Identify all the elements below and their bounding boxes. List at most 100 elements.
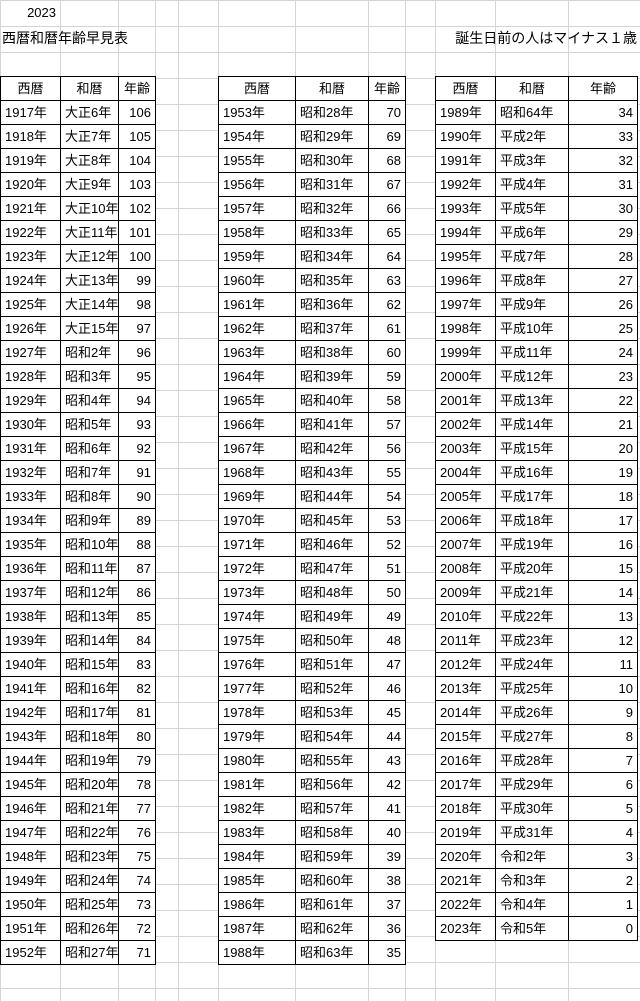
cell-age[interactable]: 35: [368, 940, 406, 965]
cell-age[interactable]: 98: [118, 292, 156, 317]
cell-japanese-era[interactable]: 平成14年: [495, 412, 569, 437]
cell-western-year[interactable]: 1960年: [218, 268, 296, 293]
cell-age[interactable]: 9: [568, 700, 638, 725]
cell-age[interactable]: 72: [118, 916, 156, 941]
cell-western-year[interactable]: 1984年: [218, 844, 296, 869]
cell-western-year[interactable]: 1946年: [0, 796, 61, 821]
cell-japanese-era[interactable]: 平成31年: [495, 820, 569, 845]
cell-japanese-era[interactable]: 昭和52年: [295, 676, 369, 701]
cell-age[interactable]: 15: [568, 556, 638, 581]
cell-japanese-era[interactable]: 昭和40年: [295, 388, 369, 413]
cell-age[interactable]: 10: [568, 676, 638, 701]
cell-japanese-era[interactable]: 昭和47年: [295, 556, 369, 581]
cell-western-year[interactable]: 1959年: [218, 244, 296, 269]
cell-western-year[interactable]: 1925年: [0, 292, 61, 317]
cell-western-year[interactable]: 1955年: [218, 148, 296, 173]
cell-age[interactable]: 17: [568, 508, 638, 533]
cell-age[interactable]: 19: [568, 460, 638, 485]
cell-western-year[interactable]: 2012年: [435, 652, 496, 677]
cell-japanese-era[interactable]: 昭和6年: [60, 436, 119, 461]
cell-age[interactable]: 40: [368, 820, 406, 845]
cell-age[interactable]: 63: [368, 268, 406, 293]
cell-age[interactable]: 5: [568, 796, 638, 821]
cell-age[interactable]: 53: [368, 508, 406, 533]
cell-japanese-era[interactable]: 令和4年: [495, 892, 569, 917]
cell-age[interactable]: 68: [368, 148, 406, 173]
cell-western-year[interactable]: 2023年: [435, 916, 496, 941]
cell-japanese-era[interactable]: 昭和11年: [60, 556, 119, 581]
cell-western-year[interactable]: 1917年: [0, 100, 61, 125]
cell-western-year[interactable]: 2006年: [435, 508, 496, 533]
cell-japanese-era[interactable]: 大正11年: [60, 220, 119, 245]
cell-age[interactable]: 97: [118, 316, 156, 341]
cell-western-year[interactable]: 2013年: [435, 676, 496, 701]
cell-western-year[interactable]: 1944年: [0, 748, 61, 773]
cell-japanese-era[interactable]: 昭和18年: [60, 724, 119, 749]
cell-japanese-era[interactable]: 昭和50年: [295, 628, 369, 653]
cell-western-year[interactable]: 1967年: [218, 436, 296, 461]
cell-age[interactable]: 6: [568, 772, 638, 797]
cell-age[interactable]: 30: [568, 196, 638, 221]
cell-age[interactable]: 4: [568, 820, 638, 845]
cell-age[interactable]: 94: [118, 388, 156, 413]
cell-japanese-era[interactable]: 昭和8年: [60, 484, 119, 509]
cell-age[interactable]: 51: [368, 556, 406, 581]
cell-japanese-era[interactable]: 令和5年: [495, 916, 569, 941]
cell-age[interactable]: 59: [368, 364, 406, 389]
cell-age[interactable]: 45: [368, 700, 406, 725]
cell-japanese-era[interactable]: 平成21年: [495, 580, 569, 605]
cell-japanese-era[interactable]: 昭和3年: [60, 364, 119, 389]
cell-western-year[interactable]: 1943年: [0, 724, 61, 749]
cell-western-year[interactable]: 2001年: [435, 388, 496, 413]
cell-japanese-era[interactable]: 昭和5年: [60, 412, 119, 437]
cell-age[interactable]: 105: [118, 124, 156, 149]
cell-age[interactable]: 3: [568, 844, 638, 869]
cell-age[interactable]: 27: [568, 268, 638, 293]
cell-age[interactable]: 52: [368, 532, 406, 557]
cell-japanese-era[interactable]: 昭和20年: [60, 772, 119, 797]
cell-age[interactable]: 36: [368, 916, 406, 941]
cell-western-year[interactable]: 1948年: [0, 844, 61, 869]
cell-western-year[interactable]: 2005年: [435, 484, 496, 509]
cell-age[interactable]: 37: [368, 892, 406, 917]
cell-western-year[interactable]: 1941年: [0, 676, 61, 701]
cell-western-year[interactable]: 1986年: [218, 892, 296, 917]
cell-age[interactable]: 0: [568, 916, 638, 941]
cell-japanese-era[interactable]: 平成2年: [495, 124, 569, 149]
cell-japanese-era[interactable]: 昭和22年: [60, 820, 119, 845]
cell-age[interactable]: 85: [118, 604, 156, 629]
cell-japanese-era[interactable]: 大正7年: [60, 124, 119, 149]
cell-western-year[interactable]: 1981年: [218, 772, 296, 797]
cell-western-year[interactable]: 2008年: [435, 556, 496, 581]
cell-age[interactable]: 41: [368, 796, 406, 821]
cell-age[interactable]: 100: [118, 244, 156, 269]
cell-japanese-era[interactable]: 昭和7年: [60, 460, 119, 485]
cell-western-year[interactable]: 1936年: [0, 556, 61, 581]
cell-japanese-era[interactable]: 平成4年: [495, 172, 569, 197]
cell-age[interactable]: 99: [118, 268, 156, 293]
cell-age[interactable]: 21: [568, 412, 638, 437]
cell-japanese-era[interactable]: 昭和63年: [295, 940, 369, 965]
cell-age[interactable]: 26: [568, 292, 638, 317]
cell-japanese-era[interactable]: 昭和21年: [60, 796, 119, 821]
cell-japanese-era[interactable]: 昭和34年: [295, 244, 369, 269]
cell-japanese-era[interactable]: 昭和23年: [60, 844, 119, 869]
cell-age[interactable]: 66: [368, 196, 406, 221]
cell-japanese-era[interactable]: 大正9年: [60, 172, 119, 197]
cell-western-year[interactable]: 1993年: [435, 196, 496, 221]
cell-japanese-era[interactable]: 昭和2年: [60, 340, 119, 365]
cell-western-year[interactable]: 1920年: [0, 172, 61, 197]
cell-western-year[interactable]: 1926年: [0, 316, 61, 341]
cell-japanese-era[interactable]: 平成3年: [495, 148, 569, 173]
cell-western-year[interactable]: 1923年: [0, 244, 61, 269]
cell-age[interactable]: 79: [118, 748, 156, 773]
cell-japanese-era[interactable]: 昭和64年: [495, 100, 569, 125]
cell-western-year[interactable]: 1933年: [0, 484, 61, 509]
cell-age[interactable]: 78: [118, 772, 156, 797]
cell-japanese-era[interactable]: 平成12年: [495, 364, 569, 389]
cell-age[interactable]: 92: [118, 436, 156, 461]
cell-japanese-era[interactable]: 平成11年: [495, 340, 569, 365]
cell-age[interactable]: 102: [118, 196, 156, 221]
cell-age[interactable]: 103: [118, 172, 156, 197]
cell-age[interactable]: 44: [368, 724, 406, 749]
